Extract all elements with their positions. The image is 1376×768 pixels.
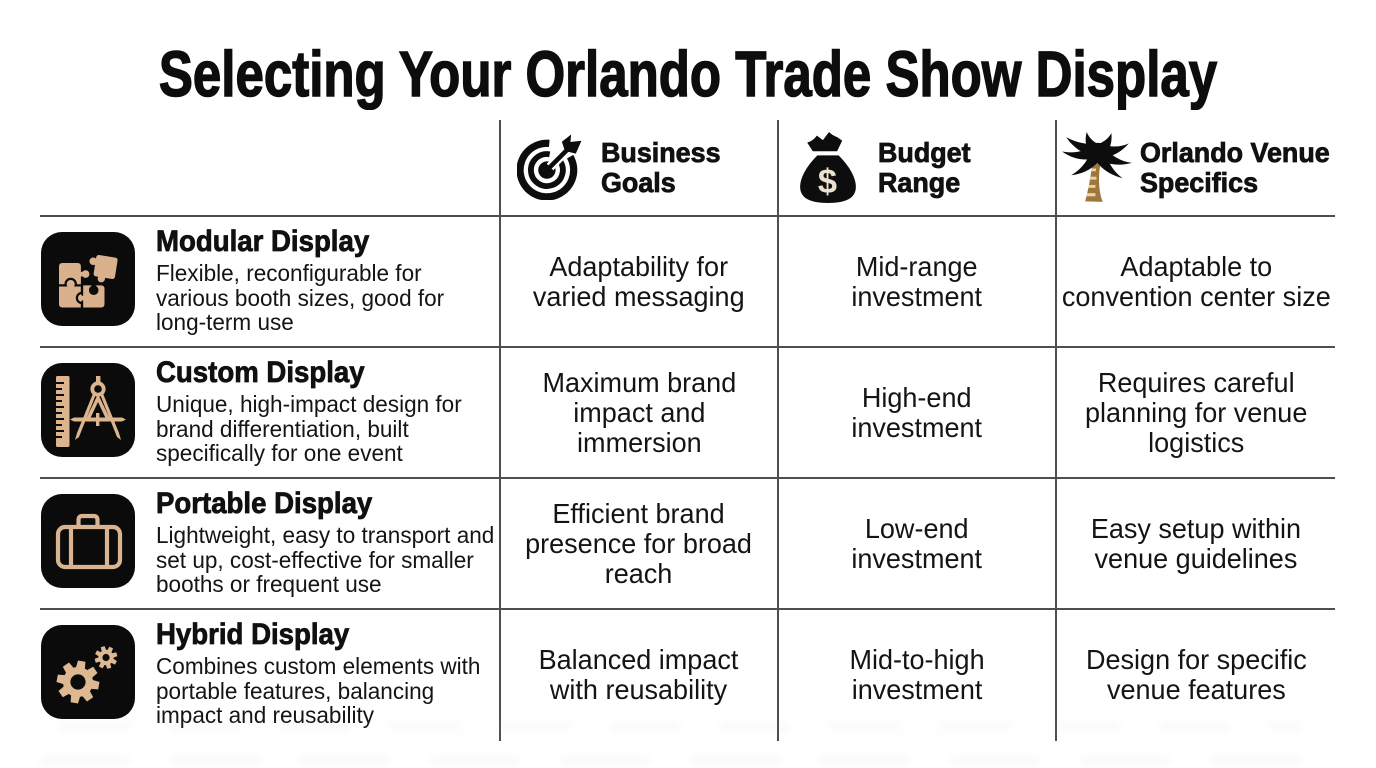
svg-text:$: $ [818,163,837,201]
